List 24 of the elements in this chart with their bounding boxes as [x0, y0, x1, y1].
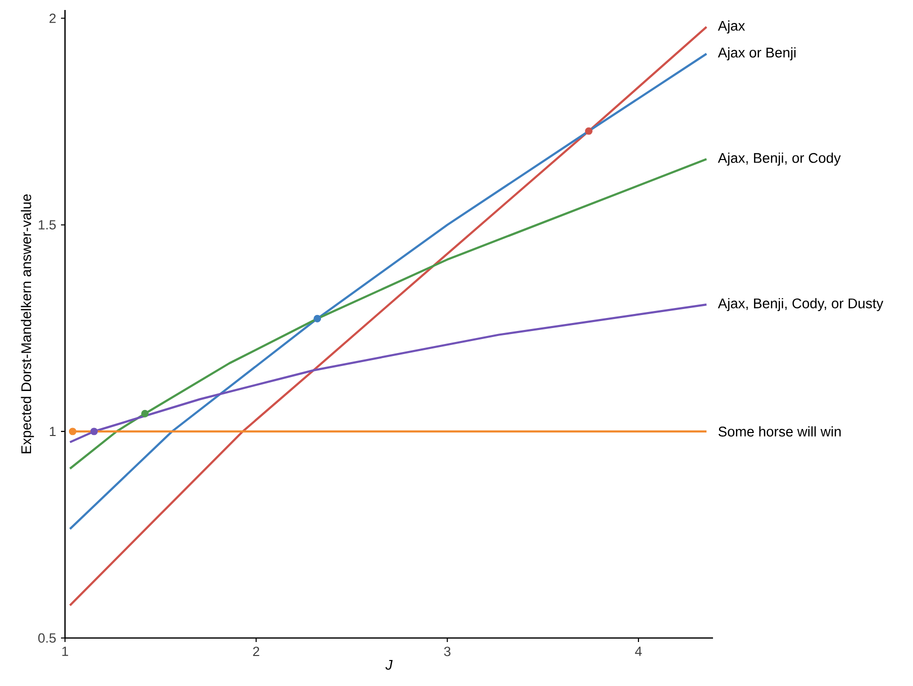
line-series [68, 304, 708, 444]
point [314, 314, 322, 322]
x-tick-label: 3 [444, 646, 450, 656]
x-axis-title: J [385, 660, 393, 670]
x-tick-label: 2 [253, 646, 260, 656]
point [68, 428, 76, 436]
series-label: Some horse will win [718, 426, 841, 437]
line-series [68, 26, 708, 606]
y-tick-label: 0.5 [38, 633, 56, 643]
series-label: Ajax, Benji, or Cody [718, 152, 841, 166]
point [90, 428, 98, 436]
series-label: Ajax [718, 20, 745, 34]
x-tick-label: 4 [635, 646, 642, 656]
point [141, 410, 149, 418]
y-axis-title: Expected Dorst-Mandelkern answer-value [20, 194, 34, 454]
series-label: Ajax or Benji [718, 47, 796, 60]
y-tick-label: 1 [50, 426, 56, 436]
x-tick-label: 1 [62, 646, 68, 656]
y-tick-label: 2 [50, 14, 56, 23]
y-tick-label: 1.5 [38, 220, 56, 230]
line-series [68, 52, 708, 530]
series-label: Ajax, Benji, Cody, or Dusty [718, 298, 884, 312]
line-series [68, 158, 708, 470]
point [585, 127, 592, 135]
